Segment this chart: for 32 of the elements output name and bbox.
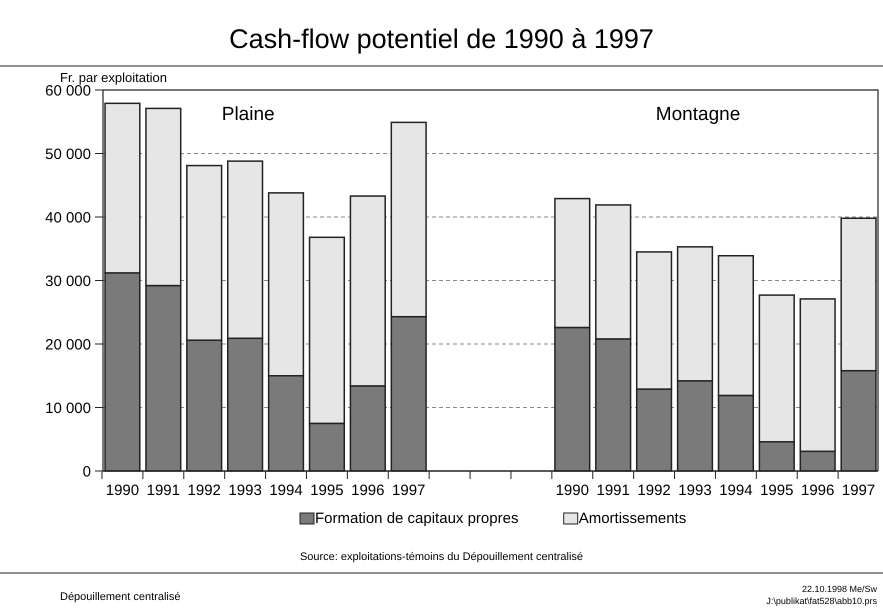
source-note: Source: exploitations-témoins du Dépouillement centralisé: [300, 551, 584, 563]
x-tick-label: 1992: [188, 482, 221, 499]
x-tick-label: 1996: [800, 482, 834, 499]
x-tick-label: 1995: [310, 482, 344, 499]
x-tick-label: 1993: [678, 482, 712, 499]
x-tick-label: 1994: [269, 482, 303, 499]
x-tick-label: 1995: [760, 482, 794, 499]
annotation: Plaine: [222, 104, 275, 125]
y-tick-label: 10 000: [45, 400, 91, 417]
text: J:\publikat\fat528\abb10.prs: [766, 596, 878, 606]
y-tick-label: 20 000: [45, 336, 91, 354]
legend-label: Amortissements: [578, 510, 686, 527]
y-tick-label: 50 000: [45, 146, 91, 163]
chart-title: Cash-flow potentiel de 1990 à 1997: [229, 24, 654, 54]
x-tick-label: 1991: [596, 482, 630, 499]
y-tick-label: 30 000: [45, 272, 91, 290]
y-tick-label: 40 000: [45, 209, 91, 226]
x-tick-label: 1997: [842, 482, 876, 499]
x-tick-label: 1994: [719, 482, 753, 499]
y-tick-label: 0: [82, 463, 91, 480]
x-tick-label: 1997: [392, 482, 426, 499]
annotation: Montagne: [656, 104, 740, 125]
x-tick-label: 1990: [106, 482, 140, 499]
text: 22.10.1998 Me/Sw: [802, 584, 878, 594]
x-tick-label: 1993: [228, 482, 262, 499]
x-tick-label: 1990: [556, 482, 589, 499]
y-axis-title: Fr. par exploitation: [60, 70, 167, 85]
x-tick-label: 1996: [351, 482, 384, 499]
x-tick-label: 1992: [637, 482, 671, 499]
text: Dépouillement centralisé: [60, 591, 180, 603]
legend-label: Formation de capitaux propres: [315, 510, 518, 527]
x-tick-label: 1991: [146, 482, 180, 499]
